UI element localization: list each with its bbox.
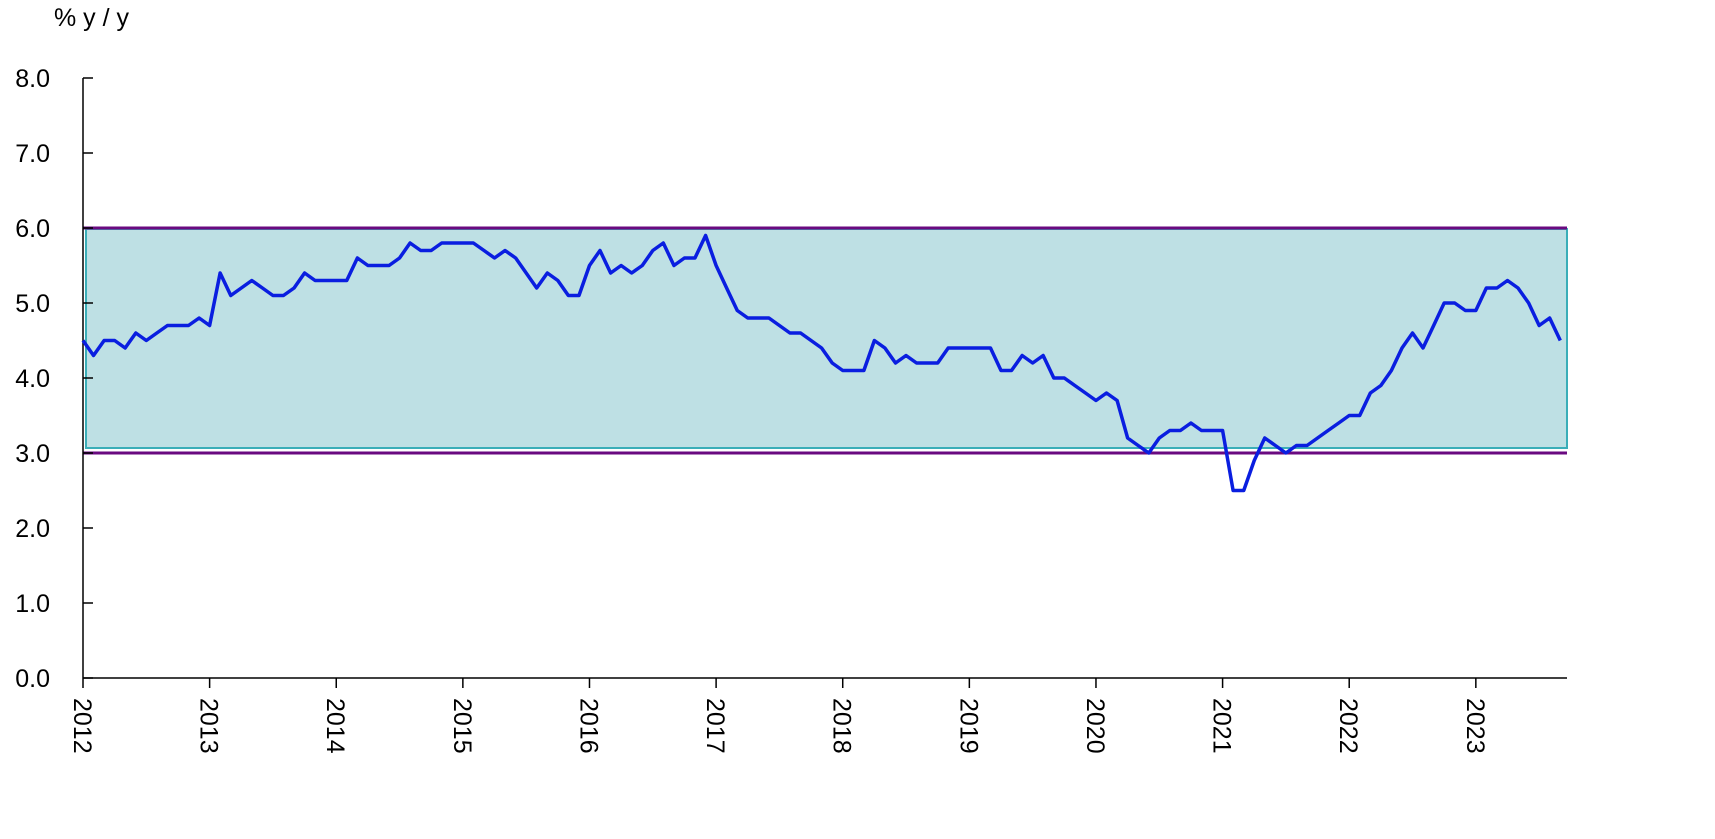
x-tick-label: 2015: [448, 698, 476, 754]
y-tick-label: 2.0: [15, 515, 50, 543]
x-tick-label: 2023: [1461, 698, 1489, 754]
y-tick-label: 3.0: [15, 440, 50, 468]
x-tick-label: 2018: [828, 698, 856, 754]
y-tick-label: 6.0: [15, 215, 50, 243]
y-tick-label: 5.0: [15, 290, 50, 318]
x-tick-label: 2014: [321, 698, 349, 754]
x-tick-label: 2021: [1208, 698, 1236, 754]
x-tick-label: 2012: [68, 698, 96, 754]
y-tick-label: 7.0: [15, 140, 50, 168]
x-tick-label: 2022: [1334, 698, 1362, 754]
y-tick-label: 4.0: [15, 365, 50, 393]
x-tick-label: 2017: [701, 698, 729, 754]
target-band: [85, 228, 1568, 449]
y-tick-label: 0.0: [15, 665, 50, 693]
x-tick-label: 2020: [1081, 698, 1109, 754]
data-line: [81, 233, 1562, 493]
y-axis-label: % y / y: [54, 4, 130, 32]
x-tick-label: 2019: [954, 698, 982, 754]
y-tick-label: 1.0: [15, 590, 50, 618]
y-tick-label: 8.0: [15, 65, 50, 93]
x-tick-label: 2013: [195, 698, 223, 754]
x-tick-label: 2016: [574, 698, 602, 754]
